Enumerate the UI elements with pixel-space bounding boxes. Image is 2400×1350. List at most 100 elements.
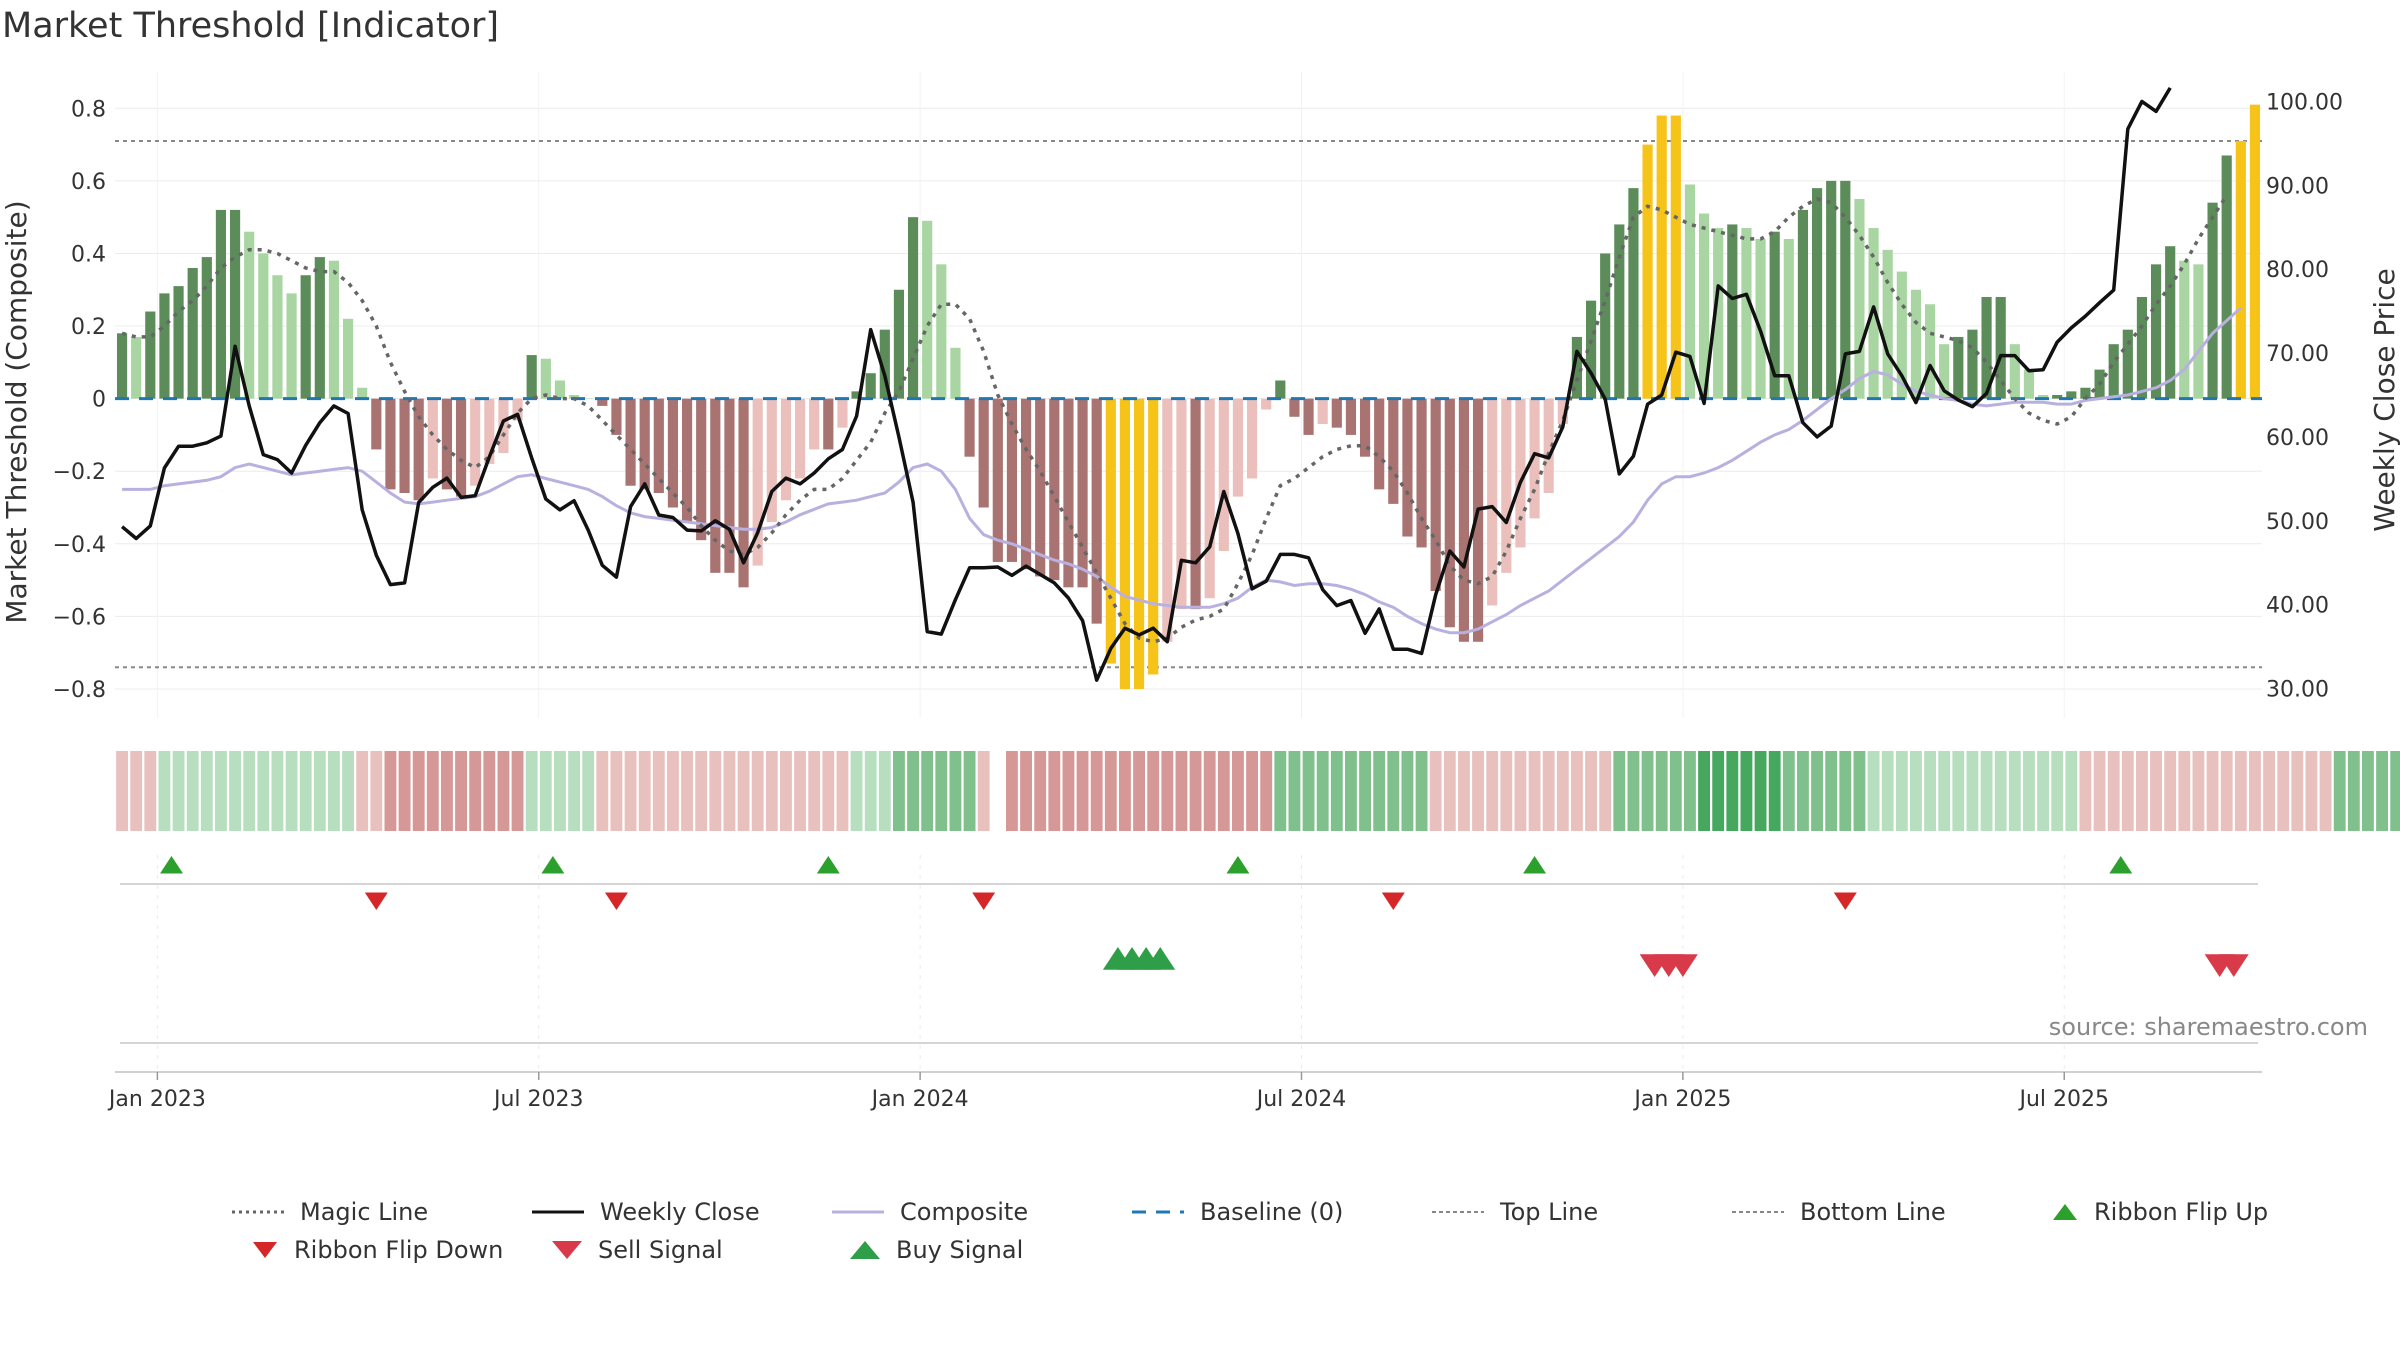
composite-bar — [1190, 398, 1201, 610]
composite-bar — [2165, 246, 2176, 399]
composite-bar — [1656, 115, 1667, 399]
x-axis: Jan 2023 Jul 2023 Jan 2024 Jul 2024 Jan 2025… — [107, 1071, 2262, 1112]
legend-label: Magic Line — [300, 1198, 429, 1226]
ribbon-cell — [1881, 751, 1894, 831]
ribbon-cell — [751, 751, 764, 831]
ribbon-cell — [1373, 751, 1386, 831]
legend-item-ribbon-flip-up[interactable]: Ribbon Flip Up — [2050, 1198, 2268, 1226]
ribbon-cell — [1585, 751, 1597, 831]
legend-item-composite[interactable]: Composite — [830, 1198, 1028, 1226]
legend-item-magic-line[interactable]: Magic Line — [230, 1198, 428, 1226]
composite-bar — [1783, 238, 1794, 399]
ribbon-cell — [681, 751, 693, 831]
ribbon-cell — [2164, 751, 2177, 831]
ribbon-cell — [1330, 751, 1343, 831]
composite-bar — [1939, 344, 1950, 399]
composite-bar — [1501, 398, 1512, 573]
ribbon-cell — [1641, 751, 1654, 831]
ribbon-cell — [1246, 751, 1258, 831]
composite-bar — [2249, 104, 2261, 399]
composite-bar — [1854, 199, 1865, 399]
legend-item-buy-signal[interactable]: Buy Signal — [848, 1236, 1023, 1264]
ribbon-cell — [1980, 751, 1993, 831]
ribbon-cell — [1104, 751, 1117, 831]
ribbon-cell — [2206, 751, 2219, 831]
composite-bar — [1614, 224, 1625, 399]
composite-bar — [2052, 395, 2063, 399]
ribbon-cell — [1740, 751, 1753, 831]
composite-bar — [1246, 398, 1258, 479]
composite-bar — [1444, 398, 1455, 628]
ribbon-cell — [2079, 751, 2092, 831]
legend-item-sell-signal[interactable]: Sell Signal — [550, 1236, 723, 1264]
ribbon-cell — [667, 751, 679, 831]
ribbon-cell — [1839, 751, 1852, 831]
series-lines — [115, 86, 2262, 682]
ribbon-cell — [1147, 751, 1160, 831]
ribbon-cell — [1274, 751, 1287, 831]
composite-bar — [865, 373, 876, 399]
ribbon-cell — [1556, 751, 1569, 831]
legend-item-top-line[interactable]: Top Line — [1430, 1198, 1598, 1226]
ribbon-cell — [1500, 751, 1513, 831]
composite-bar — [1020, 398, 1032, 570]
ribbon-cell — [1797, 751, 1809, 831]
composite-bar — [1967, 329, 1978, 399]
legend-item-ribbon-flip-down[interactable]: Ribbon Flip Down — [250, 1236, 503, 1264]
y2-tick-label: 40.00 — [2266, 594, 2329, 619]
composite-bar — [1896, 271, 1907, 399]
ribbon-cell — [1429, 751, 1442, 831]
ribbon-cell — [342, 751, 354, 831]
composite-bar — [1275, 380, 1286, 399]
composite-bar — [1840, 180, 1851, 399]
composite-bar — [1769, 231, 1780, 399]
ribbon-cell — [1203, 751, 1216, 831]
ribbon-flip-up-marker — [541, 856, 565, 874]
ribbon-cell — [2037, 751, 2049, 831]
ribbon-cell — [1387, 751, 1400, 831]
legend-item-baseline[interactable]: Baseline (0) — [1130, 1198, 1343, 1226]
sell-signal-marker — [1667, 954, 1698, 977]
composite-bar — [1049, 398, 1060, 581]
ribbon-cell — [1443, 751, 1456, 831]
ribbon-flip-down-marker — [1381, 892, 1405, 910]
ribbon-flip-up-marker — [1523, 856, 1547, 874]
composite-bar — [681, 398, 693, 523]
legend-label: Bottom Line — [1800, 1198, 1946, 1226]
legend-item-weekly-close[interactable]: Weekly Close — [530, 1198, 760, 1226]
ribbon-cell — [1684, 751, 1696, 831]
composite-bar — [1176, 398, 1187, 610]
composite-bar — [1402, 398, 1413, 537]
composite-bar — [554, 380, 566, 399]
composite-bar — [1543, 398, 1554, 493]
ribbon-cell — [483, 751, 496, 831]
ribbon-cell — [1782, 751, 1795, 831]
ribbon-cell — [554, 751, 566, 831]
ribbon-cell — [1288, 751, 1301, 831]
ribbon-cell — [299, 751, 312, 831]
composite-bar — [2023, 369, 2035, 399]
ribbon-cell — [1076, 751, 1089, 831]
legend-label: Top Line — [1500, 1198, 1599, 1226]
composite-bar — [907, 217, 919, 399]
composite-bar — [2193, 264, 2204, 399]
composite-bar — [1557, 398, 1568, 425]
composite-bar — [696, 398, 707, 541]
x-tick-label: Jan 2024 — [870, 1087, 969, 1112]
ribbon-cell — [2234, 751, 2247, 831]
ribbon-cell — [2220, 751, 2233, 831]
composite-bar — [512, 398, 523, 421]
composite-bar — [131, 336, 142, 399]
solid-line-icon — [532, 1210, 584, 1214]
ribbon-cell — [822, 751, 835, 831]
composite-bar — [992, 398, 1003, 562]
ribbon-cell — [2333, 751, 2346, 831]
triangle-up-icon — [850, 1241, 880, 1259]
source-label: source: sharemaestro.com — [2049, 1013, 2368, 1041]
ribbon-cell — [1726, 751, 1739, 831]
composite-bars — [116, 104, 2261, 689]
legend-item-bottom-line[interactable]: Bottom Line — [1730, 1198, 1946, 1226]
ribbon-cell — [1260, 751, 1273, 831]
composite-bar — [300, 275, 311, 399]
y-axis-ticks: 0.8 0.6 0.4 0.2 0 −0.2 −0.4 −0.6 −0.8 — [53, 97, 106, 703]
